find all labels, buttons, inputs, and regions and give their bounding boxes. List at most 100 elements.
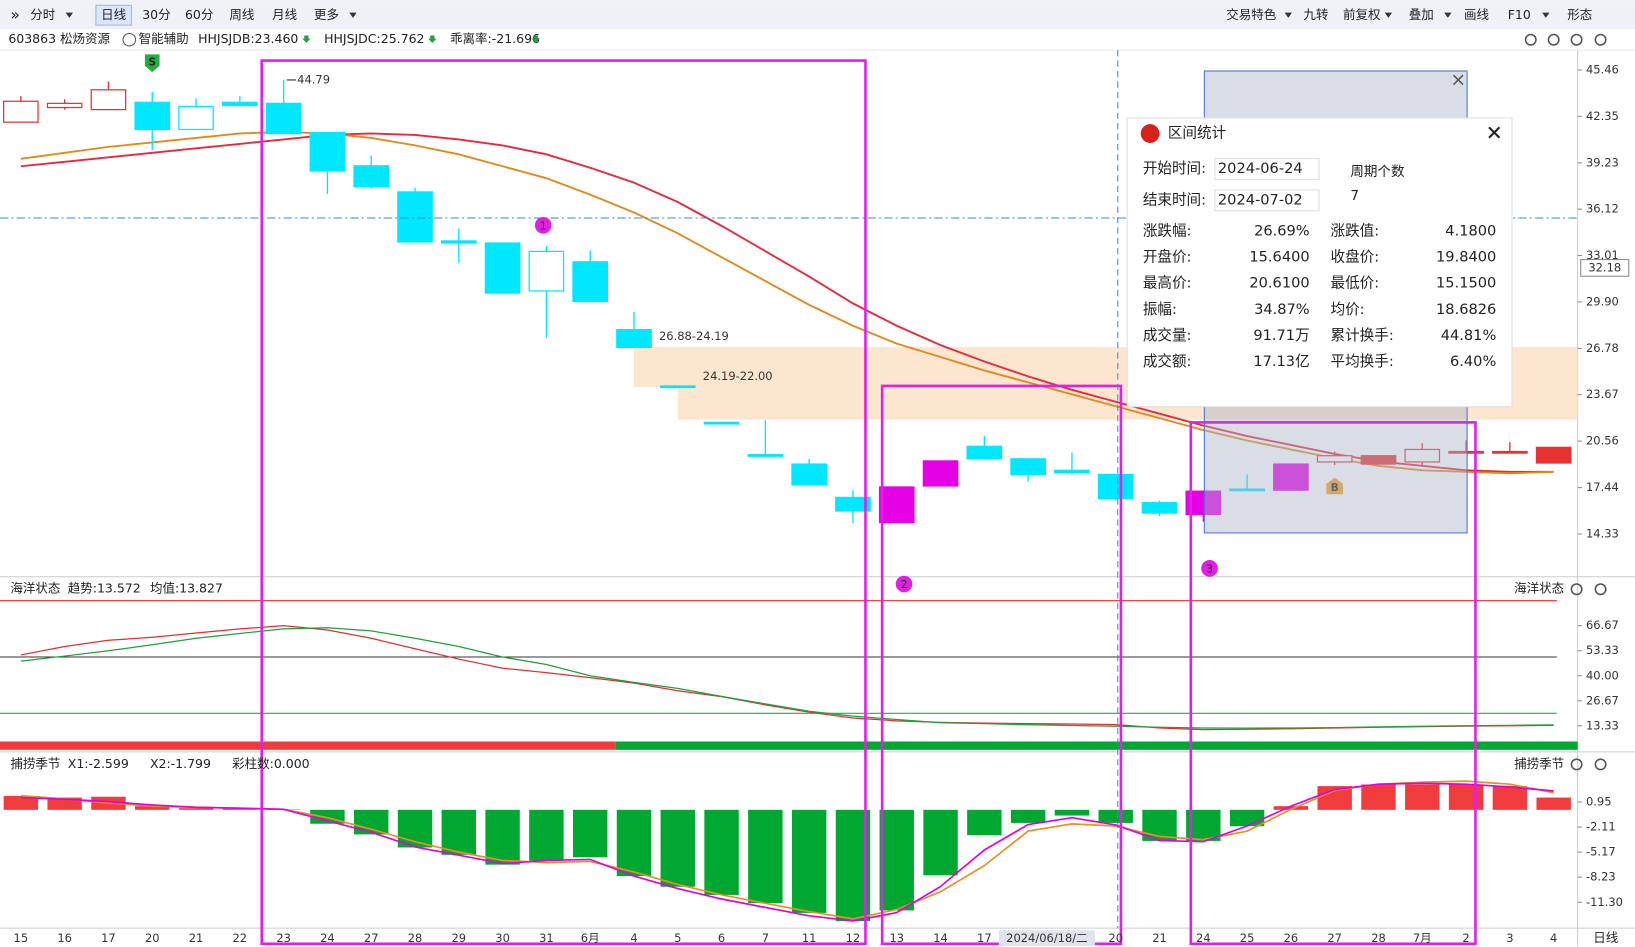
field-value[interactable]: 2024-06-24 xyxy=(1218,160,1303,177)
season-bar xyxy=(1010,809,1046,823)
marker-label: 2 xyxy=(901,579,908,591)
candle-body xyxy=(659,385,696,389)
indicator: HHJSJDC:25.762 xyxy=(324,31,424,46)
y-tick-label: 26.67 xyxy=(1586,693,1619,707)
y-tick-label: 45.46 xyxy=(1586,62,1619,76)
y-tick-label: 36.12 xyxy=(1586,202,1619,216)
candle-body xyxy=(1097,473,1134,500)
stat-value: 18.6826 xyxy=(1436,301,1496,318)
tab[interactable]: 30分 xyxy=(142,7,170,22)
candle-body xyxy=(616,328,652,348)
tool[interactable]: 叠加 xyxy=(1409,7,1434,22)
x-tick-label: 7月 xyxy=(1413,931,1432,945)
candle-body xyxy=(90,89,127,111)
y-tick-label: 29.90 xyxy=(1586,294,1619,308)
indicator: X2:-1.799 xyxy=(150,756,211,771)
field-label: 结束时间: xyxy=(1143,191,1206,208)
candle-body xyxy=(1360,455,1397,465)
tab[interactable]: 周线 xyxy=(229,7,255,22)
x-tick-label: 24 xyxy=(1196,931,1211,945)
icon[interactable] xyxy=(1570,758,1583,771)
icon[interactable] xyxy=(1547,33,1560,46)
tab[interactable]: 分时 xyxy=(30,7,56,22)
season-bar xyxy=(967,809,1002,836)
season-bar xyxy=(879,809,914,911)
stat-label: 涨跌值: xyxy=(1331,223,1380,240)
y-tick-label: 17.44 xyxy=(1586,480,1619,494)
trend-arrow xyxy=(302,35,311,43)
trend-arrow xyxy=(531,35,540,43)
drawn-box[interactable] xyxy=(1189,421,1477,946)
marker xyxy=(1201,560,1218,577)
candle-body xyxy=(1010,458,1046,476)
candle-body xyxy=(309,131,346,172)
candle-body xyxy=(1141,502,1178,514)
dropdown-arrow xyxy=(349,12,357,18)
tool[interactable]: 画线 xyxy=(1464,7,1490,22)
candle-body xyxy=(791,463,827,486)
season-bar xyxy=(529,809,564,861)
tab[interactable]: 更多 xyxy=(314,7,339,22)
y-tick-label: 40.00 xyxy=(1586,668,1619,682)
expand-icon[interactable]: » xyxy=(10,5,20,24)
panel-title: 海洋状态 xyxy=(1514,581,1564,596)
icon[interactable] xyxy=(1594,583,1607,596)
signal-text: B xyxy=(1331,482,1339,494)
tab[interactable]: 月线 xyxy=(272,7,298,22)
icon[interactable] xyxy=(1570,583,1583,596)
icon[interactable] xyxy=(1594,758,1607,771)
candle-body xyxy=(1448,450,1484,454)
marker xyxy=(534,216,552,234)
season-bar xyxy=(1054,809,1090,816)
tab[interactable]: 日线 xyxy=(101,7,127,22)
tool[interactable]: 前复权 xyxy=(1343,7,1381,22)
input-box[interactable] xyxy=(1214,158,1320,180)
icon[interactable] xyxy=(1570,33,1583,46)
season-bar xyxy=(1229,809,1265,827)
y-tick-label: 20.56 xyxy=(1586,434,1619,448)
season-bar xyxy=(572,809,608,858)
icon[interactable] xyxy=(1594,33,1607,46)
x-tick-label: 27 xyxy=(364,931,379,945)
stat-label: 收盘价: xyxy=(1331,248,1380,266)
stat-label: 振幅: xyxy=(1143,301,1177,318)
gap-label: 26.88-24.19 xyxy=(659,329,729,343)
tool[interactable]: 形态 xyxy=(1567,7,1592,22)
x-tick-label: 26 xyxy=(1284,931,1299,945)
candle-body xyxy=(3,100,39,123)
assist-icon[interactable] xyxy=(122,32,137,47)
tool[interactable]: F10 xyxy=(1508,7,1531,22)
season-bar xyxy=(3,795,39,810)
candle-body xyxy=(1273,463,1309,491)
icon[interactable] xyxy=(1524,33,1537,46)
field-value[interactable]: 2024-07-02 xyxy=(1218,191,1303,208)
season-bar xyxy=(1448,784,1484,810)
signal-text: S xyxy=(148,57,156,69)
y-tick-label: 13.33 xyxy=(1586,718,1619,732)
season-bar xyxy=(791,809,827,913)
dropdown-arrow xyxy=(1444,12,1452,18)
input-box[interactable] xyxy=(1214,189,1320,212)
season-bar xyxy=(923,809,958,876)
tool[interactable]: 交易特色 xyxy=(1226,7,1277,22)
stat-value: 34.87% xyxy=(1254,301,1310,318)
candle-body xyxy=(265,102,302,135)
close-selection[interactable] xyxy=(1453,74,1464,86)
indicator: HHJSJDB:23.460 xyxy=(198,31,298,46)
price-box xyxy=(1580,259,1630,277)
stat-value: 17.13亿 xyxy=(1253,353,1309,370)
candle-body xyxy=(1054,469,1090,474)
tool[interactable]: 九转 xyxy=(1303,7,1328,22)
signal-badge xyxy=(144,54,160,73)
stat-label: 平均换手: xyxy=(1331,353,1394,370)
candle-body xyxy=(1492,450,1528,454)
marker-label: 3 xyxy=(1206,563,1213,575)
panel-title: 海洋状态 xyxy=(10,581,60,596)
candle-body xyxy=(46,102,83,109)
drawn-box[interactable] xyxy=(260,59,867,946)
close-button[interactable] xyxy=(1488,126,1501,139)
tab[interactable]: 60分 xyxy=(185,7,213,22)
assist[interactable]: 智能辅助 xyxy=(139,31,189,46)
season-bar xyxy=(485,809,520,865)
